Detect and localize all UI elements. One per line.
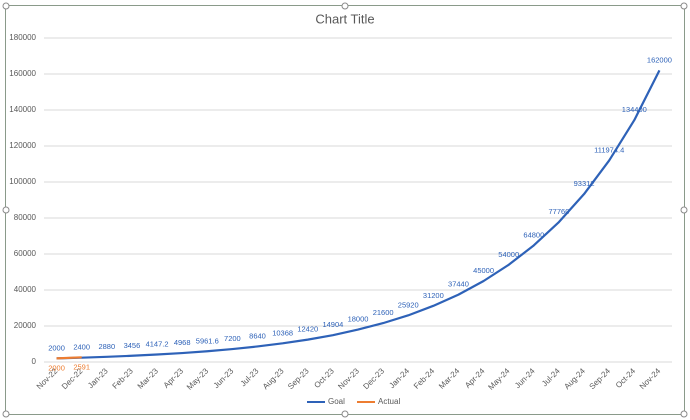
legend-label: Actual: [378, 397, 400, 406]
data-label: 8640: [249, 331, 266, 340]
data-label: 2591: [73, 362, 90, 371]
data-label: 4968: [174, 338, 191, 347]
data-label: 7200: [224, 334, 241, 343]
data-label: 2400: [73, 343, 90, 352]
y-tick-label: 20000: [14, 321, 37, 330]
y-tick-label: 60000: [14, 249, 37, 258]
chart-frame: [5, 5, 685, 415]
y-tick-label: 40000: [14, 285, 37, 294]
series-line: [56, 356, 82, 360]
y-tick-label: 80000: [14, 213, 37, 222]
chart-title: Chart Title: [315, 11, 374, 26]
data-label: 10368: [272, 328, 293, 337]
data-label: 2880: [98, 342, 115, 351]
data-label: 31200: [423, 291, 444, 300]
data-label: 2000: [48, 363, 65, 372]
data-label: 4147.2: [146, 340, 169, 349]
y-tick-label: 120000: [9, 141, 36, 150]
data-label: 77760: [549, 207, 570, 216]
data-label: 64800: [523, 230, 544, 239]
y-tick-label: 180000: [9, 33, 36, 42]
y-tick-label: 0: [32, 357, 37, 366]
legend-label: Goal: [328, 397, 345, 406]
y-tick-label: 100000: [9, 177, 36, 186]
data-label: 14904: [322, 320, 343, 329]
data-label: 5961.6: [196, 336, 219, 345]
data-label: 111974.4: [594, 145, 624, 154]
data-label: 45000: [473, 266, 494, 275]
data-label: 93312: [574, 179, 595, 188]
data-label: 2000: [48, 343, 65, 352]
data-label: 25920: [398, 300, 419, 309]
data-label: 162000: [647, 55, 672, 64]
y-tick-label: 140000: [9, 105, 36, 114]
data-label: 21600: [373, 308, 394, 317]
data-label: 54000: [498, 250, 519, 259]
data-label: 134400: [622, 105, 647, 114]
data-label: 37440: [448, 280, 469, 289]
data-label: 12420: [297, 325, 318, 334]
series-line: [56, 69, 661, 360]
y-tick-label: 160000: [9, 69, 36, 78]
data-label: 3456: [124, 341, 141, 350]
data-label: 18000: [348, 315, 369, 324]
